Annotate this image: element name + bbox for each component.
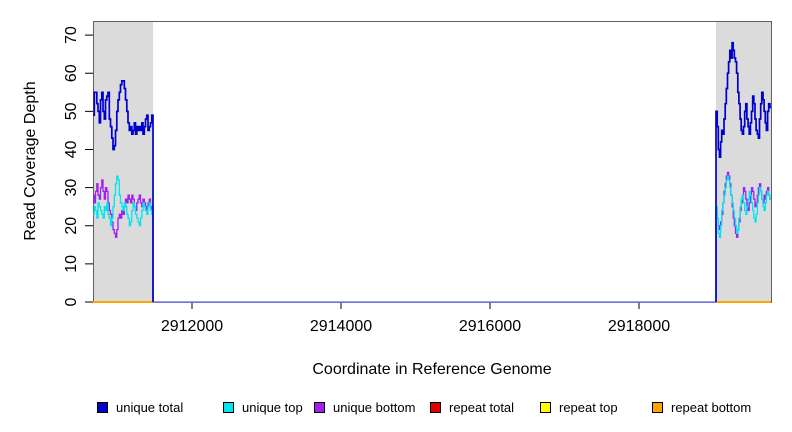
- legend-label: unique top: [242, 400, 303, 415]
- unique-bottom-swatch-icon: [314, 402, 325, 413]
- repeat-total-swatch-icon: [430, 402, 441, 413]
- legend-item-repeat-total: repeat total: [430, 400, 514, 415]
- legend-item-repeat-top: repeat top: [540, 400, 618, 415]
- legend-label: repeat total: [449, 400, 515, 415]
- series-unique_total: [715, 41, 771, 302]
- y-tick-label: 40: [63, 140, 80, 158]
- x-tick-label: 2914000: [310, 318, 372, 335]
- y-axis-label: Read Coverage Depth: [22, 81, 39, 241]
- repeat-top-swatch-icon: [540, 402, 551, 413]
- legend-item-unique-total: unique total: [97, 400, 183, 415]
- legend-label: repeat top: [559, 400, 618, 415]
- plot-box: [93, 21, 772, 303]
- legend-label: repeat bottom: [671, 400, 752, 415]
- y-tick-label: 10: [63, 255, 80, 273]
- y-tick-label: 0: [63, 297, 80, 306]
- legend-label: unique bottom: [333, 400, 416, 415]
- x-tick-label: 2916000: [459, 318, 521, 335]
- y-tick-label: 30: [63, 179, 80, 197]
- legend-item-unique-top: unique top: [223, 400, 303, 415]
- legend-label: unique total: [116, 400, 184, 415]
- aligned-region-shade: [93, 21, 153, 302]
- y-tick-label: 20: [63, 217, 80, 235]
- unique-top-swatch-icon: [223, 402, 234, 413]
- y-tick-label: 50: [63, 102, 80, 120]
- y-tick-label: 60: [63, 64, 80, 82]
- legend-item-repeat-bottom: repeat bottom: [652, 400, 751, 415]
- x-tick-label: 2918000: [608, 318, 670, 335]
- aligned-region-shade: [716, 21, 771, 302]
- series-unique_top: [715, 175, 771, 302]
- series-unique_total: [93, 80, 154, 302]
- series-unique_top: [93, 175, 154, 302]
- repeat-bottom-swatch-icon: [652, 402, 663, 413]
- legend: unique total unique top unique bottom re…: [0, 400, 792, 420]
- x-axis-label: Coordinate in Reference Genome: [312, 361, 552, 378]
- legend-item-unique-bottom: unique bottom: [314, 400, 415, 415]
- x-tick-label: 2912000: [161, 318, 223, 335]
- series-unique_bottom: [93, 179, 154, 302]
- unique-total-swatch-icon: [97, 402, 108, 413]
- y-tick-label: 70: [63, 26, 80, 44]
